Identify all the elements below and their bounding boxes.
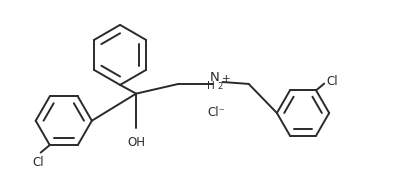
- Text: OH: OH: [127, 136, 145, 149]
- Text: Cl: Cl: [326, 75, 338, 88]
- Text: H: H: [207, 81, 214, 91]
- Text: N: N: [210, 71, 220, 84]
- Text: Cl: Cl: [33, 156, 45, 169]
- Text: Cl⁻: Cl⁻: [208, 106, 226, 120]
- Text: 2: 2: [217, 82, 222, 91]
- Text: +: +: [222, 74, 231, 84]
